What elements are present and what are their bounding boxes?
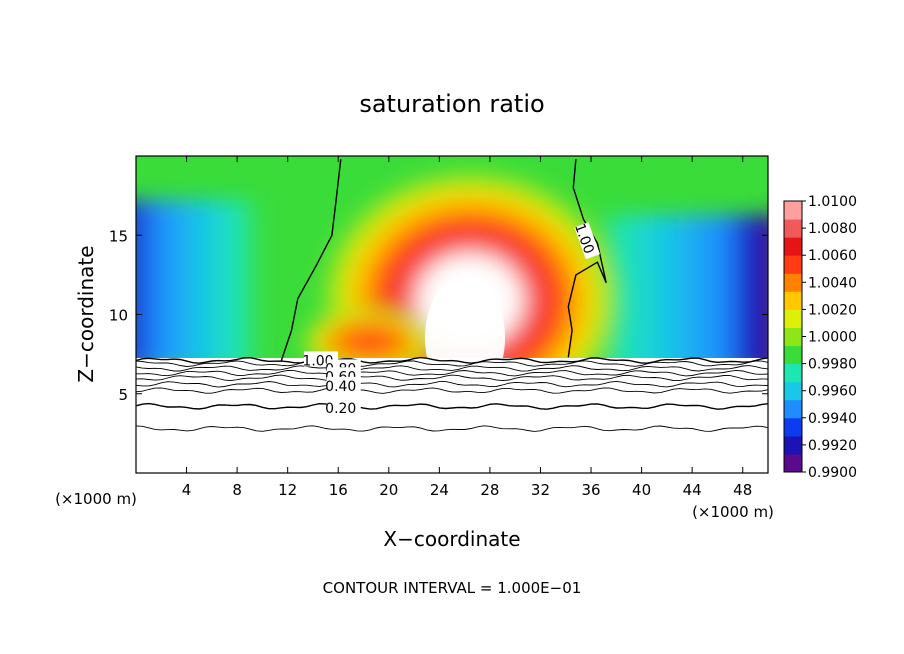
colorbar-swatch <box>784 327 802 347</box>
chart-title: saturation ratio <box>359 90 544 118</box>
colorbar-label: 1.0040 <box>808 275 857 291</box>
contour-line-1-00-left <box>280 159 342 361</box>
colorbar-swatch <box>784 417 802 437</box>
contour-label-bg <box>326 399 361 415</box>
heatmap-field <box>136 156 768 358</box>
y-tick-label: 5 <box>118 386 128 404</box>
contour-label: 0.20 <box>325 401 356 417</box>
colorbar-swatch <box>784 345 802 365</box>
x-tick-label: 20 <box>379 481 398 499</box>
colorbar-swatch <box>784 399 802 419</box>
x-tick-label: 48 <box>733 481 752 499</box>
colorbar-swatch <box>784 237 802 256</box>
colorbar: 1.0100 1.0080 1.0060 1.0040 1.0020 1.0000 0.99… <box>783 194 857 481</box>
colorbar-label: 0.9940 <box>808 411 857 427</box>
colorbar-label: 1.0100 <box>808 194 857 210</box>
x-tick-label: 24 <box>430 481 449 499</box>
x-tick-label: 16 <box>329 481 348 499</box>
contour-line <box>135 380 769 388</box>
colorbar-swatch <box>784 201 802 220</box>
colorbar-swatch <box>784 291 802 310</box>
x-unit-right: (×1000 m) <box>692 503 774 521</box>
x-unit-left: (×1000 m) <box>55 490 137 508</box>
colorbar-swatch <box>784 273 802 292</box>
y-axis-label: Z−coordinate <box>74 245 98 382</box>
x-tick-label: 28 <box>480 481 499 499</box>
colorbar-label: 1.0000 <box>808 330 857 346</box>
x-tick-label: 4 <box>182 481 192 499</box>
colorbar-swatch <box>784 381 802 401</box>
colorbar-label: 0.9980 <box>808 357 857 373</box>
contour-line <box>135 387 769 394</box>
contour-label-bg <box>326 376 361 392</box>
contour-line <box>135 374 769 382</box>
colorbar-swatch <box>784 219 802 238</box>
contour-line <box>136 369 769 377</box>
contour-line <box>135 356 769 364</box>
colorbar-swatch <box>784 435 802 455</box>
contour-lines: 1.000.800.600.400.201.00 <box>135 159 769 432</box>
colorbar-label: 0.9900 <box>808 465 857 481</box>
contour-interval-note: CONTOUR INTERVAL = 1.000E−01 <box>323 579 582 597</box>
y-tick-label: 10 <box>109 307 128 325</box>
colorbar-swatch <box>784 363 802 383</box>
colorbar-label: 1.0020 <box>808 302 857 318</box>
x-tick-label: 40 <box>632 481 651 499</box>
contour-label-bg <box>574 222 601 260</box>
colorbar-label: 0.9960 <box>808 384 857 400</box>
x-axis-label: X−coordinate <box>383 527 520 551</box>
contour-line <box>135 402 769 410</box>
colorbar-label: 1.0080 <box>808 221 857 237</box>
colorbar-swatch <box>784 453 802 473</box>
x-tick-label: 32 <box>531 481 550 499</box>
colorbar-label: 1.0060 <box>808 248 857 264</box>
contour-label: 1.00 <box>302 353 333 369</box>
y-tick-label: 15 <box>109 227 128 245</box>
contour-label: 0.40 <box>325 379 356 395</box>
colorbar-swatch <box>784 255 802 274</box>
colorbar-swatch <box>784 309 802 328</box>
contour-line <box>135 425 769 432</box>
x-tick-label: 8 <box>232 481 242 499</box>
contour-line <box>135 360 769 367</box>
contour-line-1-00-right <box>567 159 607 358</box>
colorbar-label: 0.9920 <box>808 438 857 454</box>
x-tick-label: 44 <box>683 481 702 499</box>
x-tick-label: 12 <box>278 481 297 499</box>
contour-line <box>135 365 769 372</box>
x-tick-label: 36 <box>581 481 600 499</box>
